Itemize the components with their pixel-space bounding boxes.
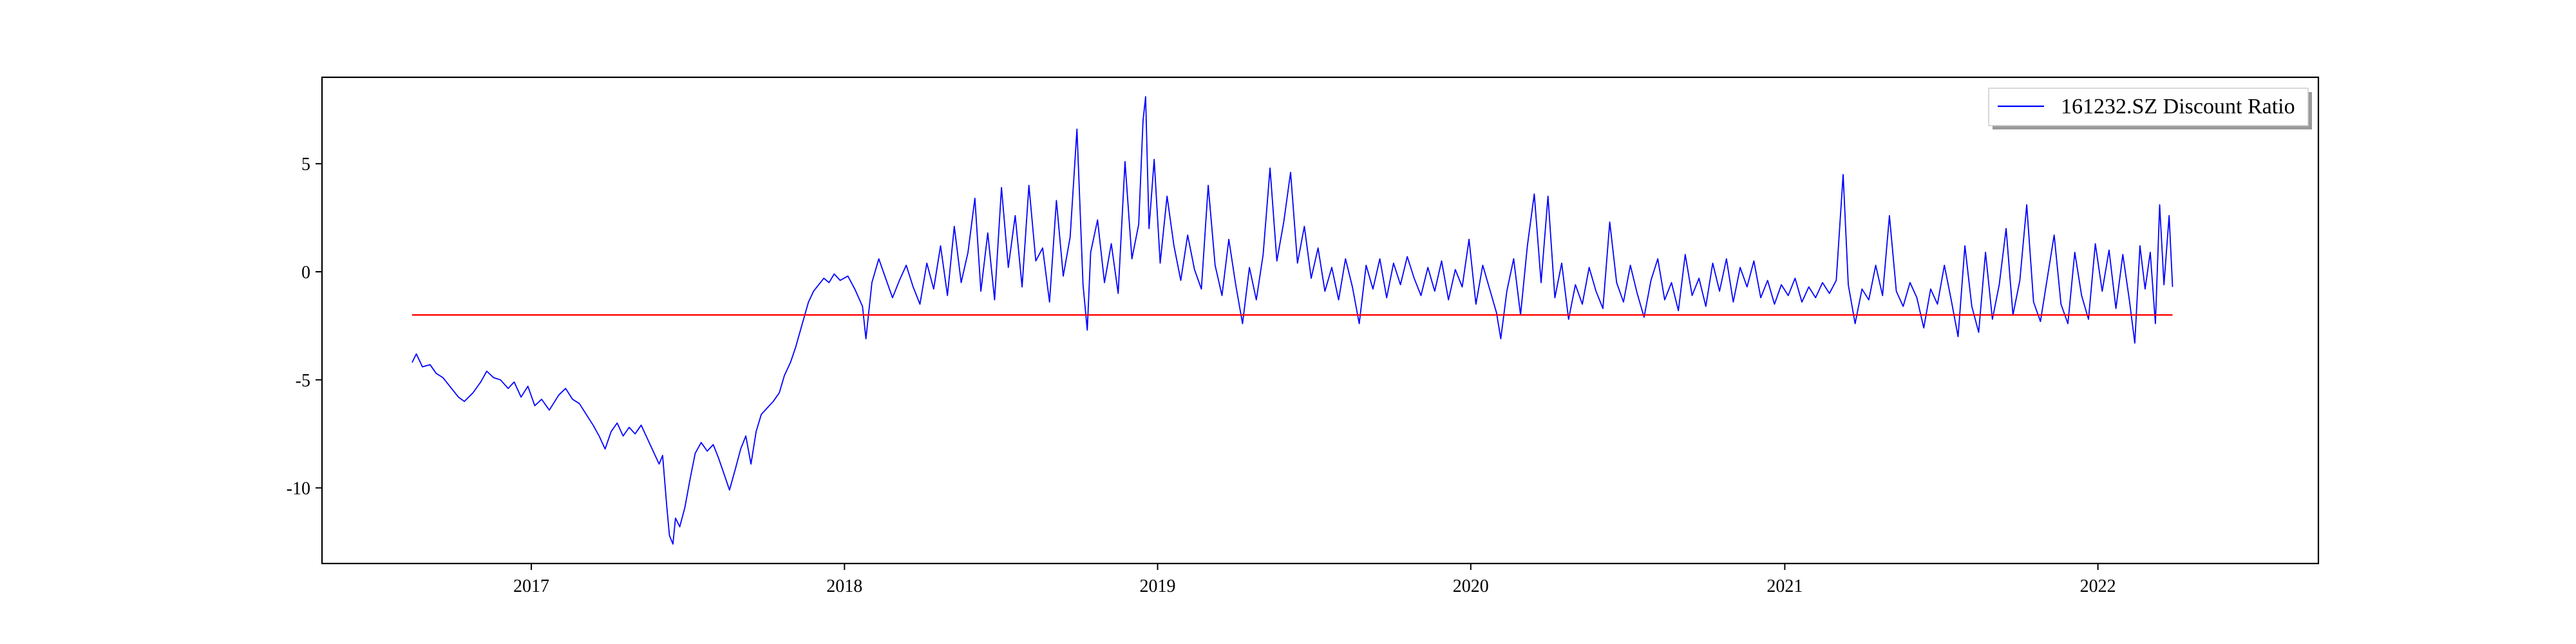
y-tick-label: 5 <box>301 155 310 175</box>
x-tick-label: 2020 <box>1453 576 1489 596</box>
series-line-discount-ratio <box>412 96 2174 545</box>
x-tick-label: 2021 <box>1766 576 1803 596</box>
plot-area-background <box>322 77 2318 564</box>
y-tick-label: -5 <box>296 371 310 391</box>
x-tick-label: 2018 <box>826 576 862 596</box>
plot-frame <box>321 76 2320 565</box>
series-layer <box>412 96 2174 545</box>
x-tick-label: 2017 <box>513 576 549 596</box>
y-tick-label: 0 <box>301 263 310 283</box>
tick-layer: 2017 2018 2019 2020 2021 2022 5 0 -5 -10 <box>287 155 2116 596</box>
legend-label: 161232.SZ Discount Ratio <box>2061 95 2295 118</box>
x-tick-label: 2022 <box>2080 576 2116 596</box>
legend: 161232.SZ Discount Ratio <box>1988 88 2312 129</box>
y-tick-label: -10 <box>287 479 310 499</box>
x-tick-label: 2019 <box>1140 576 1176 596</box>
